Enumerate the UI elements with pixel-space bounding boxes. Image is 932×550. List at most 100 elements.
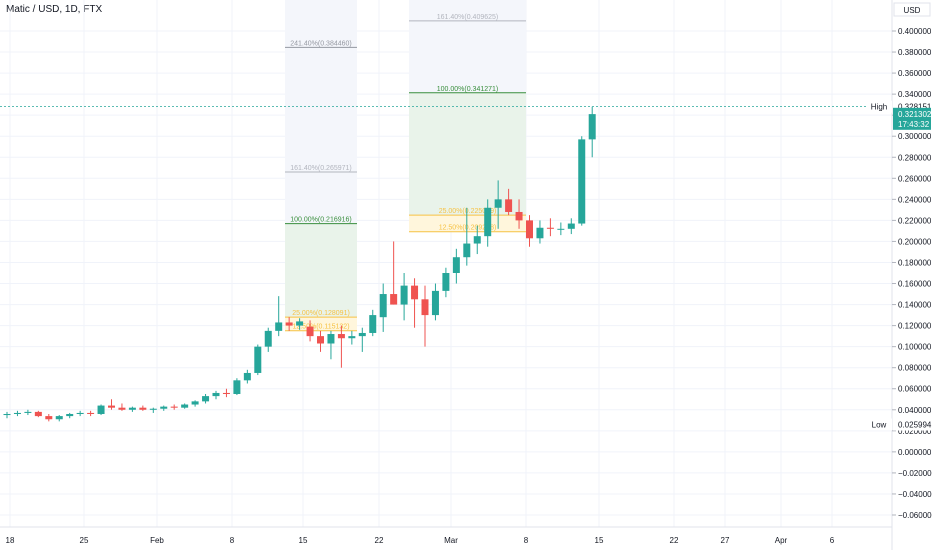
candle[interactable] (369, 309, 377, 337)
candle[interactable] (452, 248, 460, 284)
fib-level-label: 241.40%(0.384460) (290, 40, 352, 47)
candle[interactable] (24, 409, 32, 416)
candle-body (452, 257, 460, 273)
fib-level-label: 161.40%(0.409625) (437, 14, 499, 21)
fib-extension-2[interactable]: 161.40%(0.409625) 100.00%(0.341271) 25.00%… (409, 0, 526, 233)
candle[interactable] (170, 404, 178, 410)
candle[interactable] (296, 318, 304, 330)
time-axis: 18 25 Feb 8 15 22 Mar 8 15 22 27 Apr 6 (6, 536, 835, 545)
candle-body (348, 336, 356, 339)
price-tick-label: 0.280000 (898, 153, 932, 162)
candle[interactable] (494, 180, 502, 229)
candle[interactable] (567, 218, 575, 235)
candle[interactable] (191, 400, 199, 407)
candle[interactable] (45, 413, 53, 422)
candle[interactable] (411, 278, 419, 328)
candle[interactable] (181, 403, 189, 409)
candle[interactable] (97, 404, 105, 416)
candle-body (473, 236, 481, 244)
time-tick-label: 8 (524, 536, 529, 545)
candle[interactable] (526, 215, 533, 247)
candle-body (222, 392, 230, 394)
candle-body (526, 220, 533, 239)
fib-level-label: 161.40%(0.265971) (290, 165, 352, 172)
candle[interactable] (442, 267, 450, 298)
candles-layer (3, 106, 596, 422)
candle[interactable] (484, 199, 492, 247)
time-tick-label: 8 (230, 536, 235, 545)
candle[interactable] (13, 410, 21, 417)
candle[interactable] (108, 399, 115, 410)
candle[interactable] (233, 378, 241, 396)
candle[interactable] (546, 218, 554, 237)
candle[interactable] (139, 405, 147, 411)
candle[interactable] (421, 285, 429, 347)
candle[interactable] (379, 283, 387, 332)
candle[interactable] (348, 330, 356, 345)
currency-label[interactable]: USD (893, 2, 931, 17)
candle[interactable] (222, 388, 230, 398)
candle[interactable] (317, 330, 324, 352)
fib-zone-yellow (285, 317, 357, 331)
candle[interactable] (358, 327, 366, 352)
candle[interactable] (243, 369, 251, 384)
candle[interactable] (118, 403, 126, 411)
candle[interactable] (254, 344, 262, 376)
candle-body (369, 315, 377, 333)
candle-body (421, 299, 429, 316)
candle-body (76, 412, 84, 414)
candle[interactable] (557, 222, 565, 236)
candle[interactable] (337, 325, 345, 368)
candle[interactable] (160, 405, 168, 411)
candle[interactable] (588, 106, 596, 158)
candle[interactable] (34, 410, 42, 418)
candle[interactable] (327, 330, 335, 360)
candle[interactable] (3, 411, 11, 419)
candle[interactable] (390, 241, 398, 305)
candle[interactable] (264, 327, 272, 352)
price-tick-label: 0.100000 (898, 343, 932, 352)
candle-body (546, 227, 554, 229)
candle-body (233, 380, 241, 394)
candle[interactable] (578, 136, 586, 226)
candle[interactable] (149, 407, 157, 413)
fib-level-label: 12.50%(0.115132) (292, 324, 349, 331)
candle[interactable] (55, 415, 63, 422)
candle[interactable] (212, 390, 220, 400)
candle[interactable] (87, 410, 95, 417)
price-tick-label: 0.040000 (898, 406, 932, 415)
time-tick-label: 22 (670, 536, 679, 545)
candle[interactable] (275, 296, 283, 337)
price-tick-label: 0.220000 (898, 216, 932, 225)
candle[interactable] (285, 317, 293, 331)
candle-body (254, 346, 262, 373)
candle-body (317, 336, 324, 344)
candle[interactable] (400, 273, 408, 321)
candle[interactable] (66, 412, 74, 419)
fib-extension-1[interactable]: 241.40%(0.384460) 161.40%(0.265971) 100.00… (285, 0, 357, 332)
candle[interactable] (505, 188, 513, 216)
price-tick-label: 0.400000 (898, 27, 932, 36)
candle-body (243, 372, 251, 381)
candle[interactable] (128, 406, 136, 412)
candle[interactable] (515, 199, 523, 229)
last-price-tag: 0.321302 17:43:32 (893, 107, 932, 130)
fib-level-label: 12.50%(0.209208) (439, 225, 497, 232)
low-marker: Low 0.025994 (866, 418, 932, 431)
candle[interactable] (463, 207, 471, 266)
candle-body (358, 332, 366, 337)
candle[interactable] (473, 225, 481, 255)
candle-body (3, 413, 11, 416)
candle[interactable] (306, 320, 314, 342)
candle-body (567, 223, 575, 229)
time-tick-label: Mar (444, 536, 458, 545)
candle[interactable] (76, 410, 84, 417)
candle[interactable] (431, 283, 439, 321)
time-tick-label: Apr (775, 536, 788, 545)
fib-zone-green (285, 223, 357, 318)
candle[interactable] (202, 394, 210, 404)
candle[interactable] (536, 220, 544, 244)
fib-level-label: 25.00%(0.225059) (439, 208, 497, 215)
candle-body (149, 408, 157, 410)
